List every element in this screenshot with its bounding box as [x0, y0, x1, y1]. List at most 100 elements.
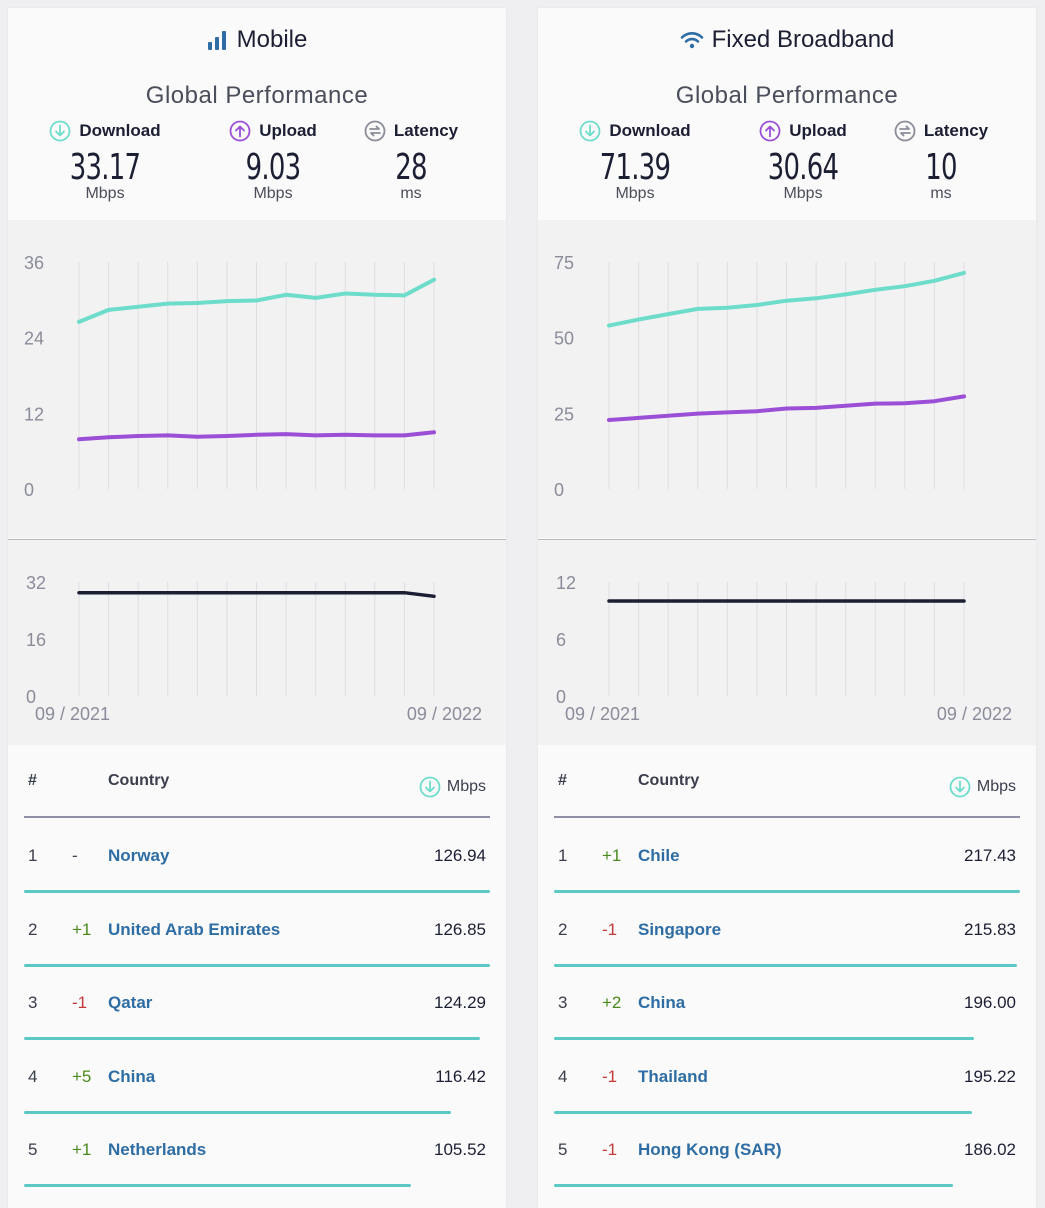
global-performance-heading: Global Performance [675, 82, 899, 109]
speed-bar [554, 1037, 975, 1040]
speed-chart: 75 50 25 0 [538, 220, 1036, 538]
y-tick-label: 50 [554, 329, 574, 349]
upload-arrow-icon [759, 120, 781, 142]
rank-change-cell: +1 [72, 1140, 92, 1159]
table-row[interactable]: 5 +1 Netherlands 105.52 [24, 1114, 490, 1188]
y-tick-label: 36 [24, 253, 44, 273]
col-country-header: Country [638, 772, 700, 789]
table-row[interactable]: 4 -1 Thailand 195.22 [554, 1041, 1020, 1115]
rank-cell: 5 [28, 1140, 38, 1159]
speed-cell: 126.94 [434, 846, 486, 865]
col-rank-header: # [28, 772, 37, 789]
upload-series-line [607, 394, 966, 422]
download-metric: Download 71.39 Mbps [560, 120, 710, 203]
ranking-table-header: # Country Mbps [554, 770, 1020, 818]
col-speed-header[interactable]: Mbps [419, 776, 486, 798]
table-row[interactable]: 3 -1 Qatar 124.29 [24, 967, 490, 1041]
y-tick-label: 6 [556, 630, 566, 650]
download-label: Download [79, 121, 161, 140]
country-link[interactable]: United Arab Emirates [108, 919, 281, 939]
country-link[interactable]: Hong Kong (SAR) [638, 1140, 782, 1159]
latency-label: Latency [923, 121, 989, 140]
y-tick-label: 0 [26, 687, 36, 707]
rank-cell: 4 [28, 1066, 38, 1086]
table-row[interactable]: 2 -1 Singapore 215.83 [554, 894, 1020, 968]
speed-chart-svg: 36 24 12 0 [24, 253, 436, 500]
y-tick-label: 75 [554, 253, 574, 273]
y-tick-label: 32 [26, 573, 46, 593]
speed-cell: 124.29 [434, 993, 486, 1012]
speed-cell: 186.02 [964, 1140, 1016, 1159]
ranking-table-header: # Country Mbps [24, 770, 490, 818]
upload-label: Upload [789, 121, 847, 140]
col-speed-label: Mbps [976, 778, 1016, 795]
country-link[interactable]: Thailand [638, 1066, 708, 1086]
rank-cell: 2 [28, 919, 38, 939]
country-link[interactable]: China [638, 993, 686, 1012]
panel-title: Mobile [8, 26, 506, 54]
upload-unit: Mbps [783, 185, 823, 202]
download-value: 33.17 [69, 147, 141, 188]
rank-change-cell: +1 [72, 919, 92, 939]
country-link[interactable]: China [108, 1066, 156, 1086]
upload-series-line [77, 430, 436, 442]
latency-arrows-icon [364, 120, 386, 142]
rank-change-cell: +2 [602, 993, 622, 1012]
col-rank-header: # [558, 772, 567, 789]
download-series-line [607, 270, 966, 328]
latency-unit: ms [930, 185, 952, 202]
speed-chart-svg: 75 50 25 0 [554, 253, 966, 500]
speed-bar [554, 963, 1017, 967]
speed-chart: 36 24 12 0 [8, 220, 506, 538]
download-value: 71.39 [599, 147, 671, 188]
download-arrow-icon [949, 776, 971, 798]
speed-cell: 116.42 [435, 1066, 486, 1086]
table-row[interactable]: 4 +5 China 116.42 [24, 1041, 490, 1115]
rank-cell: 3 [558, 993, 568, 1012]
col-speed-header[interactable]: Mbps [949, 776, 1016, 798]
country-link[interactable]: Chile [638, 846, 680, 865]
latency-series-line [77, 590, 436, 599]
rank-cell: 5 [558, 1140, 568, 1159]
fixed-broadband-panel: Fixed Broadband Global Performance Downl… [538, 8, 1036, 1208]
rank-change-cell: - [72, 846, 78, 865]
latency-value: 28 [395, 147, 427, 188]
speed-bar [554, 890, 1020, 893]
speed-cell: 105.52 [434, 1140, 486, 1159]
y-tick-label: 16 [26, 630, 46, 650]
rank-cell: 4 [558, 1066, 568, 1086]
speed-bar [24, 1184, 412, 1187]
speed-bar [24, 963, 490, 967]
table-row[interactable]: 1 +1 Chile 217.43 [554, 820, 1020, 894]
download-unit: Mbps [615, 185, 655, 202]
download-unit: Mbps [85, 185, 125, 202]
table-row[interactable]: 2 +1 United Arab Emirates 126.85 [24, 894, 490, 968]
country-link[interactable]: Qatar [108, 993, 153, 1012]
table-row[interactable]: 3 +2 China 196.00 [554, 967, 1020, 1041]
y-tick-label: 25 [554, 404, 574, 424]
rank-change-cell: -1 [602, 1066, 618, 1086]
country-link[interactable]: Norway [108, 846, 170, 865]
upload-value: 30.64 [767, 147, 839, 188]
country-link[interactable]: Singapore [638, 919, 722, 939]
rank-change-cell: -1 [72, 993, 88, 1012]
panel-title-text: Mobile [236, 26, 308, 53]
latency-metric: Latency 28 ms [336, 120, 486, 203]
panel-title: Fixed Broadband [538, 26, 1036, 54]
upload-arrow-icon [229, 120, 251, 142]
y-tick-label: 0 [554, 480, 564, 500]
rank-cell: 2 [558, 919, 568, 939]
latency-label: Latency [393, 121, 459, 140]
rank-change-cell: -1 [602, 1140, 618, 1159]
y-tick-label: 12 [24, 404, 44, 424]
global-performance-heading: Global Performance [145, 82, 369, 109]
table-row[interactable]: 5 -1 Hong Kong (SAR) 186.02 [554, 1114, 1020, 1188]
col-speed-label: Mbps [446, 778, 486, 795]
y-tick-label: 0 [24, 480, 34, 500]
rank-cell: 1 [28, 846, 38, 865]
table-row[interactable]: 1 - Norway 126.94 [24, 820, 490, 894]
country-link[interactable]: Netherlands [108, 1140, 207, 1159]
y-tick-label: 0 [556, 687, 566, 707]
speed-cell: 126.85 [434, 919, 486, 939]
signal-bars-icon [207, 31, 226, 50]
